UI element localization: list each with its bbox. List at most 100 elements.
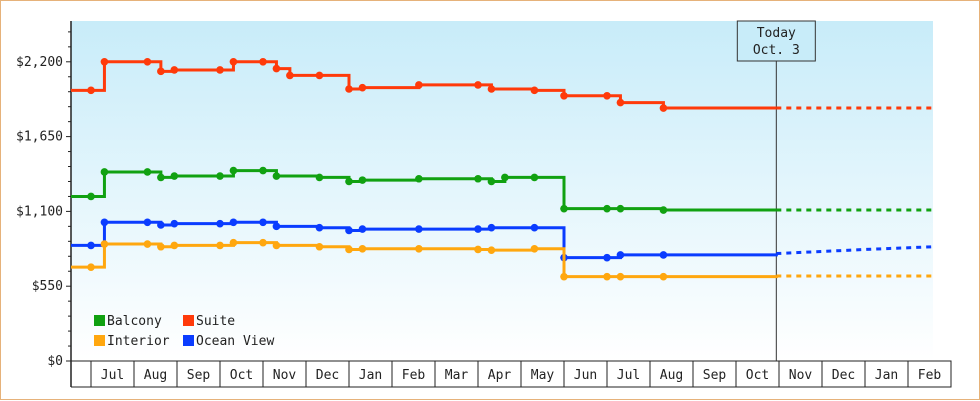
data-point-balcony[interactable] [345,177,353,186]
data-point-balcony[interactable] [560,204,568,213]
month-label: Jan [359,368,382,383]
month-label: May [531,368,555,383]
data-point-suite[interactable] [345,85,353,93]
data-point-suite[interactable] [87,86,95,95]
data-point-balcony[interactable] [415,174,423,183]
data-point-balcony[interactable] [170,172,179,180]
month-label: Aug [660,368,683,383]
forecast-line-ocean_view [776,245,934,256]
month-label: Jul [101,368,124,383]
data-point-interior[interactable] [358,245,367,253]
data-point-ocean_view[interactable] [157,221,165,229]
data-point-balcony[interactable] [216,172,224,180]
plot-area [71,21,933,361]
data-point-suite[interactable] [358,83,367,92]
data-point-balcony[interactable] [501,173,509,182]
data-point-ocean_view[interactable] [259,218,267,227]
data-point-interior[interactable] [143,240,152,248]
y-tick-label: $1,100 [16,204,63,219]
data-point-ocean_view[interactable] [272,222,281,231]
data-point-interior[interactable] [487,246,496,254]
data-point-interior[interactable] [272,241,281,250]
data-point-suite[interactable] [170,66,179,74]
data-point-ocean_view[interactable] [616,251,625,259]
data-point-interior[interactable] [560,272,568,281]
month-label: Feb [918,368,942,383]
data-point-suite[interactable] [100,58,109,66]
data-point-ocean_view[interactable] [229,218,238,227]
data-point-interior[interactable] [100,240,109,248]
legend-label-ocean_view: Ocean View [196,334,274,349]
data-point-suite[interactable] [659,104,668,112]
data-point-balcony[interactable] [259,166,267,175]
data-point-ocean_view[interactable] [87,241,95,250]
data-point-suite[interactable] [157,67,165,76]
data-point-interior[interactable] [616,272,625,281]
data-point-ocean_view[interactable] [603,253,611,262]
data-point-balcony[interactable] [143,168,152,176]
legend-swatch-suite [183,315,194,326]
data-point-balcony[interactable] [157,173,165,182]
data-point-balcony[interactable] [474,174,482,183]
legend-label-suite: Suite [196,314,235,329]
data-point-ocean_view[interactable] [474,225,482,233]
data-point-suite[interactable] [143,58,152,66]
data-point-balcony[interactable] [229,166,238,175]
data-point-suite[interactable] [229,58,238,66]
data-point-suite[interactable] [315,71,324,80]
data-point-suite[interactable] [272,64,281,73]
data-point-balcony[interactable] [100,168,109,176]
data-point-interior[interactable] [474,245,482,254]
data-point-suite[interactable] [286,71,294,80]
data-point-interior[interactable] [659,272,668,281]
data-point-ocean_view[interactable] [216,219,224,228]
data-point-suite[interactable] [560,92,568,100]
data-point-suite[interactable] [603,92,611,100]
data-point-ocean_view[interactable] [530,223,539,232]
data-point-balcony[interactable] [358,176,367,184]
data-point-balcony[interactable] [616,204,625,213]
data-point-suite[interactable] [474,81,482,89]
data-point-suite[interactable] [259,58,267,66]
data-point-interior[interactable] [170,241,179,250]
data-point-balcony[interactable] [530,173,539,182]
data-point-interior[interactable] [530,245,539,253]
data-point-interior[interactable] [345,245,353,254]
data-point-balcony[interactable] [487,177,496,186]
data-point-ocean_view[interactable] [143,218,152,227]
data-point-interior[interactable] [157,242,165,251]
data-point-balcony[interactable] [659,206,668,214]
data-point-ocean_view[interactable] [415,225,423,233]
data-point-interior[interactable] [415,245,423,253]
data-point-interior[interactable] [87,263,95,271]
data-point-suite[interactable] [216,66,224,74]
data-point-suite[interactable] [616,98,625,107]
data-point-ocean_view[interactable] [170,219,179,228]
data-point-ocean_view[interactable] [358,225,367,233]
data-point-interior[interactable] [603,272,611,281]
data-point-ocean_view[interactable] [100,218,109,227]
today-label-line1: Today [757,26,796,41]
month-label: Oct [746,368,769,383]
data-point-ocean_view[interactable] [659,251,668,259]
month-label: Nov [789,368,813,383]
data-point-interior[interactable] [229,238,238,247]
data-point-suite[interactable] [415,81,423,89]
data-point-ocean_view[interactable] [345,226,353,235]
data-point-balcony[interactable] [315,173,324,182]
month-label: Sep [703,368,727,383]
data-point-ocean_view[interactable] [487,223,496,232]
month-label: Jul [617,368,640,383]
data-point-interior[interactable] [259,238,267,247]
data-point-suite[interactable] [487,85,496,93]
data-point-interior[interactable] [315,242,324,251]
data-point-suite[interactable] [530,86,539,95]
data-point-balcony[interactable] [603,204,611,213]
data-point-ocean_view[interactable] [315,223,324,232]
month-label: Nov [273,368,297,383]
data-point-balcony[interactable] [87,192,95,201]
data-point-interior[interactable] [216,241,224,250]
data-point-balcony[interactable] [272,172,281,180]
